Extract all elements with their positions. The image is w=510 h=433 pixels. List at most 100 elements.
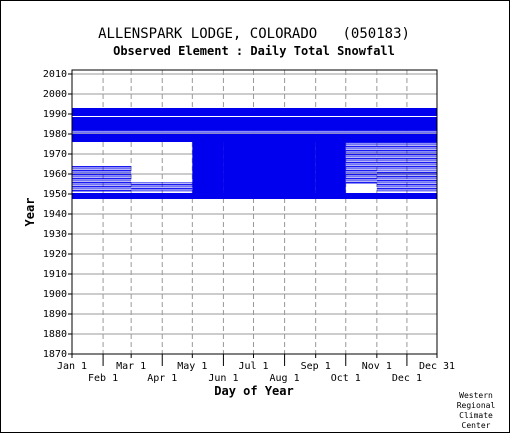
coverage-row (345, 176, 377, 178)
coverage-block (72, 134, 437, 142)
y-tick-label: 1930 (43, 229, 67, 240)
x-tick-label: Feb 1 (88, 373, 118, 384)
coverage-row (376, 186, 437, 188)
coverage-row (345, 170, 377, 172)
coverage-row (376, 142, 437, 144)
coverage-row (345, 174, 377, 176)
y-tick-label: 1900 (43, 289, 67, 300)
coverage-block (192, 134, 224, 193)
x-tick-label: Nov 1 (362, 361, 392, 372)
coverage-row (376, 174, 437, 176)
coverage-row (345, 168, 377, 170)
coverage-row (72, 166, 132, 168)
y-tick-label: 1870 (43, 349, 67, 360)
coverage-row (345, 178, 377, 180)
coverage-block (253, 136, 316, 198)
x-tick-label: Oct 1 (331, 373, 361, 384)
coverage-row (376, 162, 437, 164)
coverage-row (376, 166, 437, 168)
coverage-block (223, 136, 254, 193)
coverage-row (345, 180, 377, 182)
coverage-row (345, 154, 377, 156)
y-tick-label: 1980 (43, 129, 67, 140)
x-tick-label: Apr 1 (147, 373, 177, 384)
coverage-row (345, 152, 377, 154)
coverage-row (376, 156, 437, 158)
coverage-block (315, 134, 346, 193)
y-axis-label: Year (23, 198, 37, 227)
x-tick-label: May 1 (177, 361, 207, 372)
y-tick-label: 1880 (43, 329, 67, 340)
coverage-block (72, 108, 437, 116)
coverage-row (72, 172, 132, 174)
coverage-row (376, 172, 437, 174)
coverage-row (376, 190, 437, 192)
x-tick-label: Dec 31 (419, 361, 455, 372)
coverage-row (376, 178, 437, 180)
coverage-row (376, 180, 437, 182)
coverage-row (72, 180, 132, 182)
coverage-row (345, 164, 377, 166)
y-tick-label: 2010 (43, 69, 67, 80)
coverage-row (376, 152, 437, 154)
x-tick-label: Dec 1 (392, 373, 422, 384)
coverage-row (345, 166, 377, 168)
coverage-row (376, 146, 437, 148)
coverage-row (131, 190, 193, 192)
coverage-row (376, 182, 437, 184)
y-tick-label: 1940 (43, 209, 67, 220)
coverage-row (376, 158, 437, 160)
coverage-row (345, 162, 377, 164)
coverage-row (376, 150, 437, 152)
x-tick-label: Jul 1 (238, 361, 268, 372)
coverage-row (376, 176, 437, 178)
coverage-row (131, 188, 193, 190)
x-tick-label: Sep 1 (301, 361, 331, 372)
x-tick-label: Jan 1 (57, 361, 87, 372)
y-tick-label: 1990 (43, 109, 67, 120)
coverage-row (345, 160, 377, 162)
coverage-row (376, 170, 437, 172)
coverage-row (376, 188, 437, 190)
coverage-row (72, 176, 132, 178)
coverage-row (72, 184, 132, 186)
coverage-row (376, 168, 437, 170)
coverage-block (72, 117, 437, 130)
y-tick-label: 1910 (43, 269, 67, 280)
coverage-row (131, 184, 193, 186)
coverage-layer (72, 108, 437, 199)
coverage-row (376, 164, 437, 166)
chart-subtitle: Observed Element : Daily Total Snowfall (113, 44, 395, 58)
coverage-row (376, 154, 437, 156)
coverage-row (131, 186, 193, 188)
coverage-row (345, 146, 377, 148)
plot-area-border (71, 69, 438, 355)
coverage-row (345, 148, 377, 150)
coverage-row (72, 170, 132, 172)
coverage-row (345, 142, 377, 144)
coverage-row (72, 186, 132, 188)
credit-line-3: Climate (459, 411, 493, 420)
x-tick-label: Mar 1 (116, 361, 146, 372)
y-tick-labels: 1870 1880 1890 1900 1910 1920 1930 1940 1950 1960… (43, 69, 72, 360)
coverage-row (345, 150, 377, 152)
coverage-row (345, 144, 377, 146)
y-tick-label: 1970 (43, 149, 67, 160)
coverage-row (345, 156, 377, 158)
x-tick-label: Jun 1 (208, 373, 238, 384)
coverage-row (345, 158, 377, 160)
coverage-row (72, 168, 132, 170)
y-tick-label: 1920 (43, 249, 67, 260)
x-tick-label: Aug 1 (270, 373, 300, 384)
coverage-row (376, 148, 437, 150)
x-tick-labels: Jan 1 Mar 1 May 1 Jul 1 Sep 1 Nov 1 Dec 31 Feb … (57, 354, 455, 384)
coverage-row (376, 144, 437, 146)
chart-title: ALLENSPARK LODGE, COLORADO (050183) (98, 26, 410, 42)
coverage-row (72, 188, 132, 190)
coverage-row (376, 160, 437, 162)
coverage-row (345, 182, 377, 184)
y-tick-label: 1960 (43, 169, 67, 180)
coverage-row (131, 182, 193, 184)
